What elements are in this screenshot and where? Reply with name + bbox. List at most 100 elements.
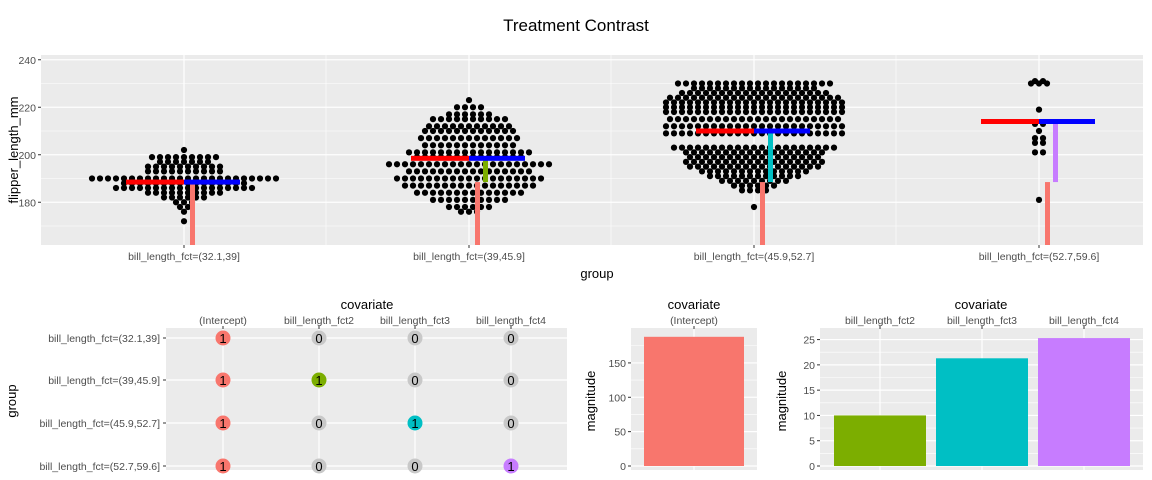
data-point — [421, 189, 429, 196]
data-point — [838, 104, 846, 111]
data-point — [144, 163, 152, 170]
contrast-mean-segment — [184, 179, 240, 185]
data-point — [248, 184, 256, 192]
data-point — [200, 163, 208, 170]
data-point — [734, 144, 742, 151]
figure-title: Treatment Contrast — [503, 16, 649, 35]
data-point — [758, 108, 766, 116]
data-point — [437, 168, 445, 175]
data-point — [481, 135, 489, 142]
data-point — [513, 175, 521, 182]
data-point — [120, 175, 128, 182]
data-point — [742, 104, 750, 111]
x-tick-label: bill_length_fct2 — [845, 315, 915, 327]
data-point — [184, 168, 192, 175]
data-point — [746, 182, 754, 189]
data-point — [790, 144, 798, 151]
data-point — [461, 189, 469, 196]
data-point — [489, 123, 497, 130]
data-point — [517, 168, 525, 175]
data-point — [774, 89, 782, 97]
y-tick-label: 0 — [809, 461, 815, 473]
matrix-point — [311, 415, 327, 431]
data-point — [208, 163, 216, 170]
data-point — [778, 80, 786, 87]
data-point — [441, 161, 449, 168]
matrix-value: 0 — [315, 416, 322, 431]
data-point — [794, 85, 802, 92]
data-point — [770, 94, 778, 101]
data-point — [485, 111, 493, 118]
intercept-bar-ticks: 0 50 100 150 (Intercept) — [608, 315, 717, 473]
data-point — [453, 142, 461, 149]
matrix-point — [503, 415, 519, 431]
data-point — [726, 177, 734, 184]
data-point — [521, 175, 529, 182]
data-point — [730, 158, 738, 165]
data-point — [734, 104, 742, 111]
data-point — [445, 189, 453, 196]
coefficient-bar-panel: 0 5 10 15 20 25 bill_length_fct2 bill_length_fc… — [774, 297, 1143, 473]
data-point — [802, 168, 810, 175]
data-point — [722, 168, 730, 175]
data-point — [501, 196, 509, 203]
data-point — [742, 154, 750, 161]
data-point — [473, 123, 481, 130]
data-point — [746, 149, 754, 156]
data-point — [497, 135, 505, 142]
coefficient-bar — [1038, 338, 1130, 466]
data-point — [766, 104, 774, 111]
data-point — [670, 99, 678, 106]
group-mean-segment — [126, 179, 184, 185]
x-tick-label: bill_length_fct=(39,45.9] — [413, 251, 525, 263]
data-point — [770, 80, 778, 87]
data-point — [200, 194, 208, 201]
beeswarm-x-axis-title: group — [580, 266, 613, 281]
data-point — [172, 154, 180, 161]
data-point — [750, 154, 758, 161]
data-point — [750, 144, 758, 151]
contrast-mean-segment — [754, 128, 810, 134]
data-point — [806, 123, 814, 130]
matrix-point — [407, 415, 423, 431]
data-point — [794, 116, 802, 123]
data-point — [1039, 78, 1047, 85]
data-point — [810, 85, 818, 92]
y-tick-label: 180 — [18, 197, 36, 209]
coefficient-bar-x-axis-title: covariate — [955, 297, 1008, 312]
data-point — [425, 135, 433, 142]
contrast-mean-segment — [469, 155, 525, 161]
data-point — [493, 116, 501, 123]
matrix-value: 1 — [315, 373, 322, 388]
data-point — [489, 182, 497, 189]
data-point — [718, 154, 726, 161]
data-point — [200, 184, 208, 192]
y-tick-label: 10 — [803, 410, 815, 422]
data-point — [517, 189, 525, 196]
matrix-point — [503, 458, 519, 474]
data-point — [529, 182, 537, 189]
data-point — [698, 80, 706, 87]
data-point — [497, 175, 505, 182]
data-point — [481, 182, 489, 189]
data-point — [806, 89, 814, 97]
y-tick-label: 15 — [803, 385, 815, 397]
data-point — [742, 123, 750, 130]
data-point — [746, 116, 754, 123]
data-point — [469, 149, 477, 156]
data-point — [722, 85, 730, 92]
data-point — [730, 182, 738, 189]
data-point — [710, 154, 718, 161]
data-point — [814, 130, 822, 137]
data-point — [445, 168, 453, 175]
data-point — [774, 123, 782, 130]
data-point — [702, 104, 710, 111]
data-point — [196, 158, 204, 165]
data-point — [690, 149, 698, 156]
data-point — [674, 94, 682, 101]
data-point — [782, 163, 790, 170]
data-point — [441, 175, 449, 182]
data-point — [481, 123, 489, 130]
matrix-point — [215, 330, 231, 346]
data-point — [698, 94, 706, 101]
